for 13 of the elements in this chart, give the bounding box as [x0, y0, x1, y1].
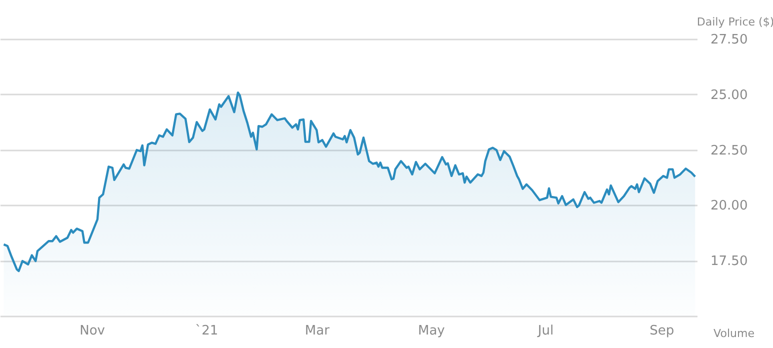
y-tick-label: 22.50 — [710, 143, 748, 158]
y-tick-label: 27.50 — [710, 32, 748, 48]
y-tick-label: 17.50 — [710, 254, 748, 270]
text: Volume — [714, 327, 755, 340]
y-tick-label: 25.00 — [710, 88, 748, 103]
x-tick-label: Nov — [80, 324, 106, 338]
x-tick-label: Jul — [536, 324, 554, 338]
x-tick-label: Sep — [650, 324, 674, 338]
x-tick-label: `21 — [195, 324, 218, 338]
x-tick-label: May — [418, 324, 446, 338]
x-tick-label: Mar — [304, 324, 330, 338]
y-axis-title: Daily Price ($) — [696, 16, 773, 28]
y-tick-label: 20.00 — [710, 198, 748, 214]
